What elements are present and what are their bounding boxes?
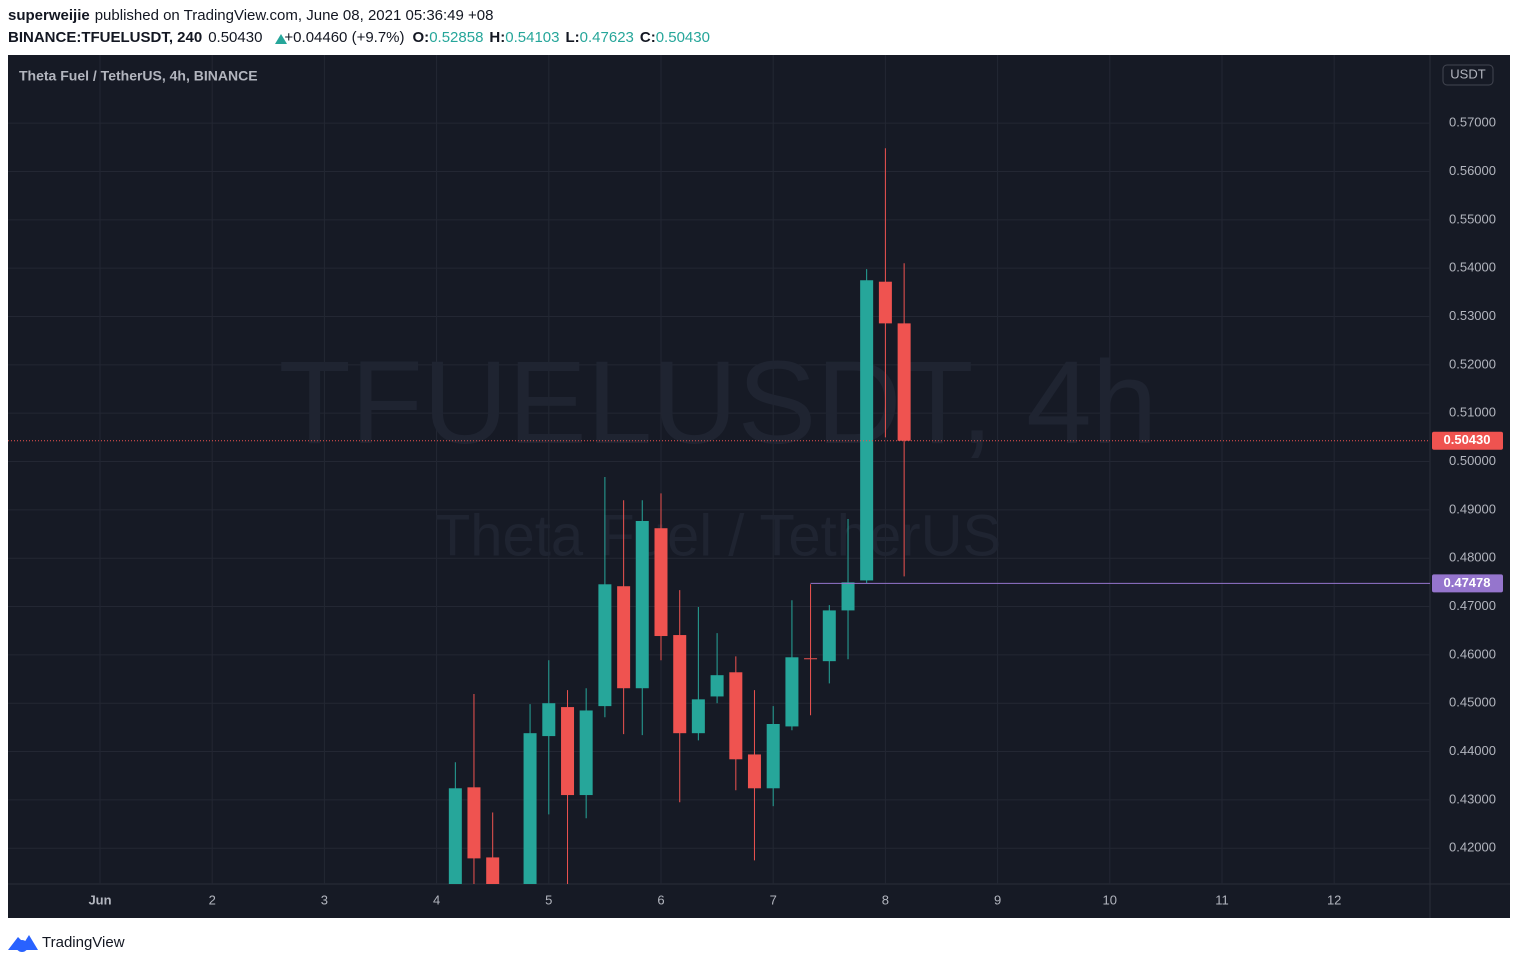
x-tick-label: 8 xyxy=(882,892,889,907)
candle-body xyxy=(523,733,537,884)
last-price: 0.50430 xyxy=(208,29,262,46)
change: +0.04460 (+9.7%) xyxy=(284,29,404,46)
price-label-bg xyxy=(1432,431,1503,450)
ohlc-value: 0.50430 xyxy=(656,29,710,46)
x-tick-label: Jun xyxy=(88,892,111,907)
y-tick-label: 0.43000 xyxy=(1449,791,1496,806)
x-tick-label: 4 xyxy=(433,892,440,907)
y-tick-label: 0.51000 xyxy=(1449,405,1496,420)
candle-body xyxy=(804,658,818,660)
header-line: superweijie published on TradingView.com,… xyxy=(8,7,493,24)
candle-body xyxy=(673,635,687,734)
up-arrow xyxy=(275,34,287,44)
y-tick-label: 0.45000 xyxy=(1449,695,1496,710)
ohlc-value: 0.52858 xyxy=(429,29,483,46)
x-tick-label: 10 xyxy=(1103,892,1117,907)
price-label: 0.50430 xyxy=(1444,432,1491,447)
chart-panel xyxy=(8,55,1510,918)
candle-body xyxy=(747,754,761,789)
candle-body xyxy=(710,675,724,697)
ohlc-value: 0.47623 xyxy=(580,29,634,46)
price-label: 0.47478 xyxy=(1444,575,1491,590)
tv-logo xyxy=(8,935,38,952)
candle-body xyxy=(486,857,500,884)
x-tick-label: 9 xyxy=(994,892,1001,907)
y-tick-label: 0.52000 xyxy=(1449,356,1496,371)
y-tick-label: 0.53000 xyxy=(1449,308,1496,323)
candle-body xyxy=(766,724,780,789)
candle-body xyxy=(860,280,874,581)
candle-body xyxy=(729,672,743,760)
y-tick-label: 0.47000 xyxy=(1449,598,1496,613)
y-tick-label: 0.44000 xyxy=(1449,743,1496,758)
brand: TradingView xyxy=(42,934,125,951)
candle-body xyxy=(654,528,668,637)
axes: 0.42000 0.43000 0.44000 0.45000 0.46000 0.470… xyxy=(88,115,1503,907)
chart-title: Theta Fuel / TetherUS, 4h, BINANCE xyxy=(19,68,258,84)
x-tick-label: 7 xyxy=(770,892,777,907)
price-label-bg xyxy=(1432,574,1503,593)
x-tick-label: 6 xyxy=(657,892,664,907)
ohlc-label: H: xyxy=(489,29,505,46)
ohlc-label: O: xyxy=(413,29,430,46)
grid xyxy=(8,55,1430,884)
candle-body xyxy=(579,710,593,796)
author: superweijie xyxy=(8,7,90,24)
candle-body xyxy=(467,787,481,859)
y-tick-label: 0.50000 xyxy=(1449,453,1496,468)
x-tick-label: 12 xyxy=(1327,892,1341,907)
symbol: BINANCE:TFUELUSDT, 240 xyxy=(8,29,202,46)
candle-body xyxy=(635,520,649,689)
candle-body xyxy=(691,699,705,734)
candle-body xyxy=(448,788,462,884)
candle-body xyxy=(598,584,612,707)
watermark: TFUELUSDT, 4h xyxy=(279,337,1158,469)
currency-box[interactable] xyxy=(1442,64,1494,86)
x-tick-label: 2 xyxy=(209,892,216,907)
symbol-line: BINANCE:TFUELUSDT, 240 0.50430 +0.04460 (+… xyxy=(8,29,710,46)
plot xyxy=(8,148,1430,884)
x-tick-label: 5 xyxy=(545,892,552,907)
y-tick-label: 0.49000 xyxy=(1449,501,1496,516)
y-tick-label: 0.56000 xyxy=(1449,163,1496,178)
candle-body xyxy=(878,281,892,324)
candle-body xyxy=(897,323,911,441)
candle-body xyxy=(822,610,836,662)
ohlc-label: C: xyxy=(640,29,656,46)
y-tick-label: 0.55000 xyxy=(1449,211,1496,226)
candle-body xyxy=(561,707,575,796)
ohlc-label: L: xyxy=(565,29,579,46)
currency[interactable]: USDT xyxy=(1450,66,1485,81)
y-tick-label: 0.46000 xyxy=(1449,646,1496,661)
x-tick-label: 11 xyxy=(1215,892,1229,907)
published: published on TradingView.com, June 08, 2… xyxy=(95,7,494,24)
y-tick-label: 0.48000 xyxy=(1449,550,1496,565)
candle-body xyxy=(542,703,556,737)
y-tick-label: 0.57000 xyxy=(1449,115,1496,130)
x-tick-label: 3 xyxy=(321,892,328,907)
y-tick-label: 0.42000 xyxy=(1449,840,1496,855)
y-tick-label: 0.54000 xyxy=(1449,260,1496,275)
candle-body xyxy=(617,586,631,689)
watermark-sub: Theta Fuel / TetherUS xyxy=(435,503,1001,568)
candle-body xyxy=(841,582,855,611)
ohlc-value: 0.54103 xyxy=(505,29,559,46)
candle-body xyxy=(785,657,799,727)
